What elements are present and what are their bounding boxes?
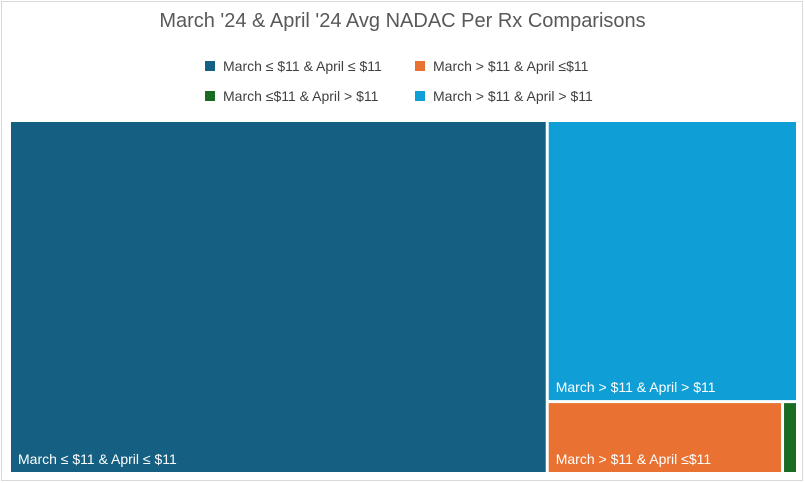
legend-item: March ≤ $11 & April ≤ $11 — [205, 58, 382, 74]
legend-label: March > $11 & April > $11 — [433, 88, 593, 104]
legend-swatch — [415, 61, 425, 71]
chart-title: March '24 & April '24 Avg NADAC Per Rx C… — [159, 10, 646, 32]
treemap-tile-label: March > $11 & April > $11 — [556, 379, 716, 395]
treemap-tile — [784, 403, 796, 472]
treemap-tile — [548, 403, 782, 472]
legend-item: March > $11 & April ≤$11 — [415, 58, 588, 74]
treemap-tile-label: March ≤ $11 & April ≤ $11 — [18, 451, 177, 467]
legend-item: March ≤$11 & April > $11 — [205, 88, 378, 104]
treemap-tile — [548, 122, 796, 401]
chart-legend: March ≤ $11 & April ≤ $11 March > $11 & A… — [0, 0, 805, 110]
legend-label: March ≤$11 & April > $11 — [223, 88, 379, 104]
legend-item: March > $11 & April > $11 — [415, 88, 593, 104]
legend-label: March ≤ $11 & April ≤ $11 — [223, 58, 382, 74]
legend-swatch — [205, 91, 215, 101]
legend-swatch — [205, 61, 215, 71]
treemap-tile-label: March > $11 & April ≤$11 — [556, 451, 712, 467]
legend-label: March > $11 & April ≤$11 — [433, 58, 589, 74]
legend-swatch — [415, 91, 425, 101]
treemap-tile — [11, 122, 546, 472]
